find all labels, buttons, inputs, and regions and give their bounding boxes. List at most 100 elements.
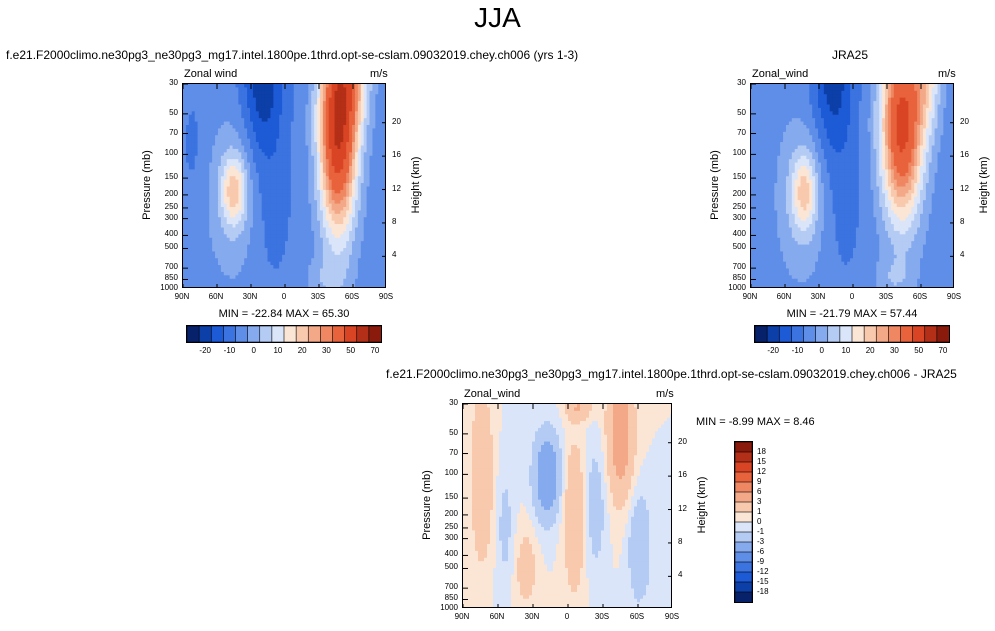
heatmap-cell bbox=[209, 224, 213, 229]
heatmap-cell bbox=[267, 258, 272, 263]
heatmap-cell bbox=[372, 94, 376, 99]
heatmap-cell bbox=[331, 241, 336, 246]
heatmap-cell bbox=[241, 237, 245, 242]
heatmap-cell bbox=[357, 172, 362, 177]
heatmap-cell bbox=[217, 97, 222, 102]
heatmap-cell bbox=[384, 169, 385, 174]
heatmap-cell bbox=[378, 114, 382, 119]
heatmap-cell bbox=[290, 97, 295, 102]
heatmap-cell bbox=[349, 261, 353, 266]
heatmap-cell bbox=[188, 114, 193, 119]
heatmap-cell bbox=[282, 203, 286, 208]
heatmap-cell bbox=[296, 230, 301, 235]
heatmap-cell bbox=[270, 193, 274, 198]
heatmap-cell bbox=[229, 118, 234, 123]
heatmap-cell bbox=[194, 203, 199, 208]
heatmap-cell bbox=[314, 271, 318, 276]
heatmap-cell bbox=[279, 224, 283, 229]
heatmap-cell bbox=[226, 217, 231, 222]
heatmap-cell bbox=[217, 234, 222, 239]
heatmap-cell bbox=[273, 207, 277, 212]
heatmap-cell bbox=[191, 114, 196, 119]
heatmap-cell bbox=[331, 210, 336, 215]
heatmap-cell bbox=[308, 248, 312, 253]
heatmap-cell bbox=[349, 125, 353, 130]
heatmap-cell bbox=[302, 213, 306, 218]
heatmap-cell bbox=[252, 207, 257, 212]
heatmap-cell bbox=[357, 107, 362, 112]
heatmap-cell bbox=[285, 251, 289, 256]
heatmap-cell bbox=[325, 210, 330, 215]
heatmap-cell bbox=[363, 138, 368, 143]
heatmap-cell bbox=[334, 282, 339, 287]
heatmap-cell bbox=[200, 84, 204, 89]
heatmap-cell bbox=[756, 114, 761, 119]
heatmap-cell bbox=[785, 114, 790, 119]
heatmap-cell bbox=[337, 101, 341, 106]
heatmap-cell bbox=[252, 142, 257, 147]
heatmap-cell bbox=[200, 278, 204, 283]
heatmap-cell bbox=[200, 176, 204, 181]
heatmap-cell bbox=[293, 148, 298, 153]
heatmap-cell bbox=[238, 152, 242, 157]
heatmap-cell bbox=[238, 234, 242, 239]
heatmap-cell bbox=[282, 217, 286, 222]
heatmap-cell bbox=[197, 97, 202, 102]
heatmap-cell bbox=[337, 193, 341, 198]
heatmap-cell bbox=[188, 237, 193, 242]
heatmap-cell bbox=[206, 196, 210, 201]
heatmap-cell bbox=[308, 193, 312, 198]
heatmap-cell bbox=[343, 90, 347, 95]
heatmap-cell bbox=[220, 282, 225, 287]
heatmap-cell bbox=[369, 183, 374, 188]
heatmap-cell bbox=[302, 278, 306, 283]
heatmap-cell bbox=[220, 193, 225, 198]
heatmap-cell bbox=[250, 152, 254, 157]
heatmap-cell bbox=[818, 107, 822, 112]
heatmap-cell bbox=[818, 94, 822, 99]
heatmap-cell bbox=[244, 118, 248, 123]
heatmap-cell bbox=[349, 138, 353, 143]
heatmap-cell bbox=[264, 111, 269, 116]
heatmap-cell bbox=[238, 278, 242, 283]
heatmap-cell bbox=[293, 186, 298, 191]
heatmap-cell bbox=[340, 265, 344, 270]
heatmap-cell bbox=[363, 162, 368, 167]
heatmap-cell bbox=[252, 224, 257, 229]
heatmap-cell bbox=[223, 241, 228, 246]
heatmap-cell bbox=[232, 90, 237, 95]
heatmap-cell bbox=[841, 87, 845, 92]
heatmap-cell bbox=[920, 114, 924, 119]
heatmap-cell bbox=[264, 271, 269, 276]
heatmap-cell bbox=[261, 128, 266, 133]
heatmap-cell bbox=[340, 183, 344, 188]
heatmap-cell bbox=[788, 111, 793, 116]
figure-title: JJA bbox=[474, 2, 521, 33]
heatmap-cell bbox=[261, 207, 266, 212]
heatmap-cell bbox=[282, 258, 286, 263]
heatmap-cell bbox=[264, 193, 269, 198]
heatmap-cell bbox=[337, 258, 341, 263]
heatmap-cell bbox=[270, 248, 274, 253]
heatmap-cell bbox=[223, 101, 228, 106]
heatmap-cell bbox=[325, 155, 330, 160]
heatmap-cell bbox=[220, 271, 225, 276]
heatmap-cell bbox=[788, 84, 793, 89]
heatmap-cell bbox=[890, 111, 895, 116]
heatmap-cell bbox=[250, 145, 254, 150]
heatmap-cell bbox=[896, 107, 901, 112]
heatmap-cell bbox=[270, 84, 274, 89]
heatmap-cell bbox=[305, 186, 309, 191]
heatmap-cell bbox=[223, 285, 228, 287]
heatmap-cell bbox=[844, 104, 848, 109]
heatmap-cell bbox=[264, 251, 269, 256]
heatmap-cell bbox=[337, 196, 341, 201]
heatmap-cell bbox=[774, 97, 778, 102]
heatmap-cell bbox=[247, 193, 251, 198]
heatmap-cell bbox=[809, 90, 813, 95]
heatmap-cell bbox=[252, 176, 257, 181]
heatmap-cell bbox=[285, 258, 289, 263]
heatmap-cell bbox=[352, 152, 356, 157]
heatmap-cell bbox=[235, 210, 239, 215]
heatmap-cell bbox=[276, 162, 280, 167]
